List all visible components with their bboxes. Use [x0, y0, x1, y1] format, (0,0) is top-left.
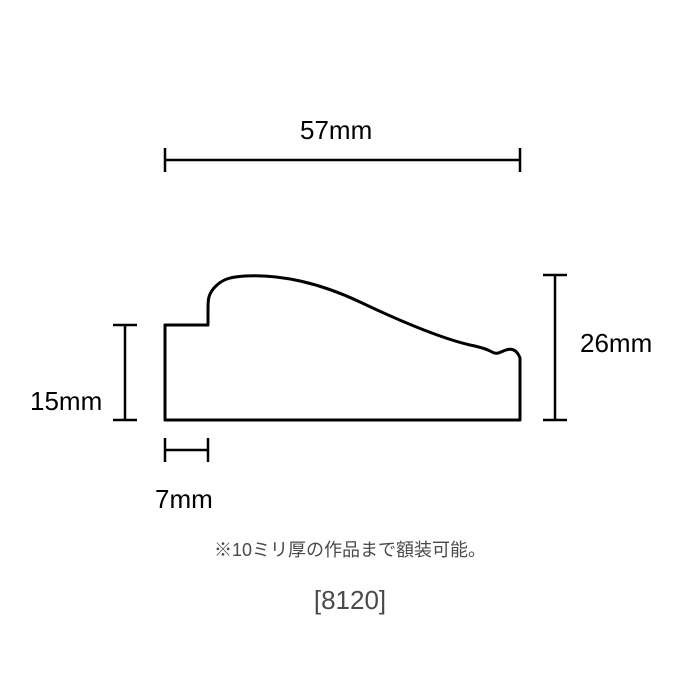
- dim-lip: [165, 438, 208, 462]
- dim-height: [543, 275, 567, 420]
- dim-width: [165, 148, 520, 172]
- profile-outline: [165, 276, 520, 420]
- note-text: ※10ミリ厚の作品まで額装可能。: [0, 536, 700, 562]
- model-label: [8120]: [0, 585, 700, 616]
- label-rabbet-depth: 15mm: [30, 386, 102, 417]
- label-height: 26mm: [580, 328, 652, 359]
- dim-rabbet-depth: [113, 325, 137, 420]
- diagram-container: 57mm 26mm 15mm 7mm ※10ミリ厚の作品まで額装可能。 [812…: [0, 0, 700, 700]
- label-lip: 7mm: [155, 484, 213, 515]
- label-width: 57mm: [300, 115, 372, 146]
